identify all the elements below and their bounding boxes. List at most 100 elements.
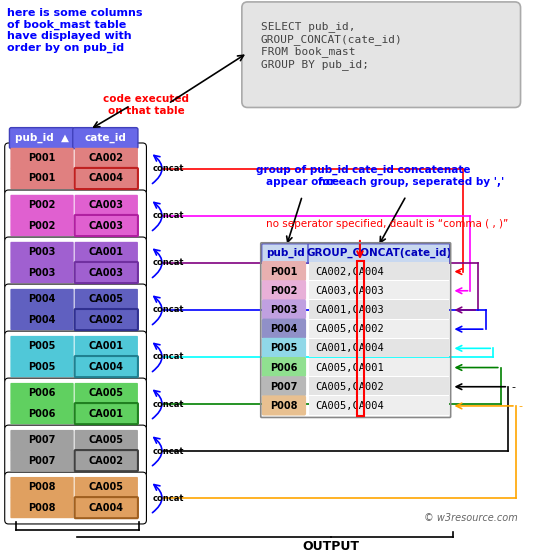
Text: P008: P008 [28, 503, 56, 512]
Bar [309, 300, 449, 318]
FancyBboxPatch shape [74, 168, 138, 189]
Text: cate_id concatenate
for each group, seperated by ',': cate_id concatenate for each group, sepe… [318, 165, 504, 187]
FancyBboxPatch shape [5, 237, 147, 289]
Text: -: - [511, 382, 515, 392]
Text: concat: concat [153, 399, 185, 408]
Text: code executed
on that table: code executed on that table [103, 94, 189, 116]
FancyBboxPatch shape [11, 497, 74, 518]
Text: CA005: CA005 [89, 294, 124, 304]
Bar [309, 339, 449, 357]
FancyBboxPatch shape [262, 357, 306, 377]
FancyBboxPatch shape [74, 450, 138, 471]
FancyBboxPatch shape [74, 215, 138, 236]
FancyBboxPatch shape [262, 280, 306, 300]
FancyBboxPatch shape [11, 148, 74, 169]
Text: pub_id  ▲: pub_id ▲ [15, 133, 69, 143]
FancyBboxPatch shape [11, 262, 74, 283]
Text: GROUP_CONCAT(cate_id): GROUP_CONCAT(cate_id) [306, 248, 451, 258]
FancyBboxPatch shape [74, 497, 138, 518]
FancyBboxPatch shape [9, 128, 74, 149]
Text: -: - [519, 401, 523, 411]
FancyBboxPatch shape [5, 425, 147, 477]
FancyBboxPatch shape [74, 403, 138, 424]
Text: CA004: CA004 [89, 174, 124, 183]
Text: cate_id: cate_id [84, 133, 127, 143]
Text: CA005,CA001: CA005,CA001 [316, 363, 384, 372]
Text: CA003: CA003 [89, 201, 124, 210]
FancyBboxPatch shape [242, 2, 521, 107]
Text: P004: P004 [28, 294, 56, 304]
Text: P002: P002 [270, 286, 297, 296]
FancyBboxPatch shape [262, 396, 306, 415]
Text: CA002: CA002 [89, 456, 124, 466]
Text: P002: P002 [28, 220, 56, 230]
FancyBboxPatch shape [74, 309, 138, 330]
Text: CA001: CA001 [89, 247, 124, 257]
Text: OUTPUT: OUTPUT [302, 541, 359, 551]
Text: group of pub_id
appear once: group of pub_id appear once [256, 165, 349, 187]
FancyBboxPatch shape [11, 383, 74, 404]
FancyBboxPatch shape [74, 383, 138, 404]
Text: P002: P002 [28, 201, 56, 210]
Text: CA002: CA002 [89, 315, 124, 325]
FancyBboxPatch shape [11, 168, 74, 189]
Text: SELECT pub_id,
GROUP_CONCAT(cate_id)
FROM book_mast
GROUP BY pub_id;: SELECT pub_id, GROUP_CONCAT(cate_id) FRO… [261, 21, 402, 69]
FancyBboxPatch shape [262, 299, 306, 320]
Text: CA005: CA005 [89, 435, 124, 445]
Text: CA005,CA002: CA005,CA002 [316, 382, 384, 392]
Text: © w3resource.com: © w3resource.com [424, 513, 518, 523]
FancyBboxPatch shape [11, 356, 74, 377]
FancyBboxPatch shape [262, 338, 306, 358]
Text: CA005: CA005 [89, 388, 124, 398]
Text: P001: P001 [270, 267, 297, 277]
Text: P004: P004 [28, 315, 56, 325]
Text: CA003,CA003: CA003,CA003 [316, 286, 384, 296]
Text: concat: concat [153, 164, 185, 174]
Text: CA001: CA001 [89, 342, 124, 352]
FancyBboxPatch shape [11, 242, 74, 263]
FancyBboxPatch shape [262, 261, 306, 281]
Text: CA003: CA003 [89, 220, 124, 230]
Text: P003: P003 [28, 268, 56, 278]
Bar [309, 396, 449, 414]
Bar [309, 281, 449, 299]
Text: here is some columns
of book_mast table
have displayed with
order by on pub_id: here is some columns of book_mast table … [7, 8, 142, 53]
FancyBboxPatch shape [5, 284, 147, 336]
FancyBboxPatch shape [74, 148, 138, 169]
Text: P008: P008 [28, 483, 56, 493]
FancyBboxPatch shape [11, 477, 74, 498]
Text: CA002,CA004: CA002,CA004 [316, 267, 384, 277]
Text: CA001: CA001 [89, 409, 124, 419]
Text: no seperator specified, deault is “comma ( , )”: no seperator specified, deault is “comma… [266, 219, 509, 229]
FancyBboxPatch shape [11, 289, 74, 310]
FancyBboxPatch shape [11, 336, 74, 357]
Text: P005: P005 [270, 343, 297, 353]
FancyBboxPatch shape [74, 289, 138, 310]
Text: P007: P007 [270, 382, 297, 392]
Bar [309, 262, 449, 280]
Text: P003: P003 [270, 305, 297, 315]
Text: pub_id: pub_id [266, 248, 305, 258]
Text: P001: P001 [28, 153, 56, 163]
Text: P005: P005 [28, 361, 56, 371]
Text: concat: concat [153, 494, 185, 503]
Text: P005: P005 [28, 342, 56, 352]
FancyBboxPatch shape [74, 356, 138, 377]
FancyBboxPatch shape [11, 215, 74, 236]
FancyBboxPatch shape [73, 128, 138, 149]
Text: P004: P004 [270, 324, 297, 334]
Text: P006: P006 [270, 363, 297, 372]
Text: CA001,CA003: CA001,CA003 [316, 305, 384, 315]
Text: CA002: CA002 [89, 153, 124, 163]
FancyBboxPatch shape [74, 262, 138, 283]
FancyBboxPatch shape [308, 244, 450, 263]
FancyBboxPatch shape [5, 378, 147, 430]
Text: concat: concat [153, 305, 185, 315]
FancyBboxPatch shape [11, 430, 74, 451]
Bar [357, 261, 364, 415]
Text: P006: P006 [28, 409, 56, 419]
FancyBboxPatch shape [74, 430, 138, 451]
FancyBboxPatch shape [262, 376, 306, 396]
Text: P007: P007 [28, 456, 56, 466]
Text: concat: concat [153, 353, 185, 361]
